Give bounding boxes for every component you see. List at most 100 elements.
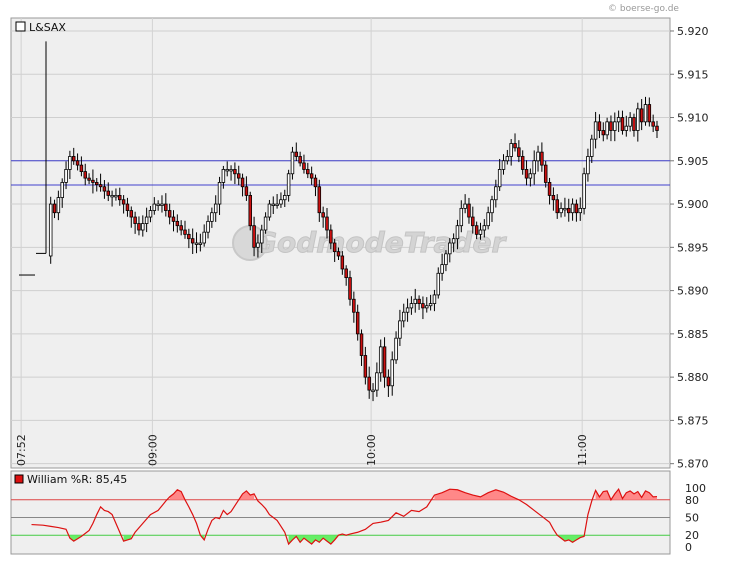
- candle-body: [497, 169, 502, 188]
- candle-body: [68, 156, 72, 170]
- oversold-fill: [123, 535, 132, 542]
- candle-body: [87, 177, 91, 181]
- oversold-fill: [557, 535, 585, 543]
- candle-body: [121, 199, 126, 205]
- candle-body: [609, 121, 613, 131]
- candle-body: [566, 207, 571, 214]
- candle-body: [240, 177, 245, 188]
- candle-body: [474, 225, 479, 235]
- legend-swatch-icon: [15, 21, 26, 32]
- candle-body: [478, 229, 483, 235]
- candle-body: [106, 190, 111, 196]
- candle-body: [586, 156, 590, 175]
- candle-body: [290, 151, 295, 175]
- candle-body: [283, 195, 287, 201]
- candle-body: [448, 242, 452, 255]
- candle-body: [91, 179, 95, 183]
- candle-body: [83, 171, 87, 179]
- candle-body: [286, 173, 291, 196]
- price-tick-label: 5.890: [677, 285, 709, 298]
- indicator-swatch-icon: [14, 474, 24, 484]
- candle-body: [590, 138, 594, 157]
- candle-body: [56, 197, 61, 214]
- candle-body: [187, 233, 191, 240]
- candle-body: [436, 272, 441, 296]
- candle-body: [279, 199, 283, 205]
- price-tick-label: 5.885: [677, 328, 709, 341]
- candle-body: [340, 255, 345, 270]
- candle-body: [217, 182, 222, 205]
- candle-body: [164, 203, 168, 211]
- candle-body: [309, 173, 314, 179]
- watermark-label: GodmodeTrader: [254, 226, 507, 259]
- main-legend-label: L&SAX: [29, 21, 66, 34]
- candle-body: [198, 242, 203, 245]
- candle-body: [137, 223, 141, 231]
- candle-body: [148, 210, 153, 218]
- candle-body: [528, 173, 533, 179]
- candle-body: [432, 294, 437, 304]
- candle-body: [647, 104, 652, 123]
- candle-body: [332, 242, 337, 253]
- overbought-fill: [238, 490, 255, 500]
- candle-body: [294, 151, 299, 157]
- candle-body: [125, 203, 130, 211]
- indicator-tick-label: 20: [685, 529, 699, 542]
- overbought-fill: [434, 489, 519, 500]
- indicator-tick-label: 50: [685, 512, 699, 525]
- candle-body: [501, 160, 506, 170]
- candle-body: [421, 303, 425, 309]
- candle-body: [543, 164, 548, 183]
- indicator-line: [31, 488, 658, 546]
- candle-body: [563, 207, 567, 211]
- main-legend: L&SAX: [15, 21, 66, 34]
- price-tick-label: 5.870: [677, 458, 709, 471]
- candlesticks: [19, 41, 659, 402]
- candle-body: [275, 203, 279, 206]
- candle-body: [233, 169, 237, 175]
- candle-body: [401, 311, 406, 322]
- candle-body: [167, 210, 172, 218]
- candle-body: [252, 225, 256, 248]
- candle-body: [559, 207, 563, 214]
- candle-body: [471, 216, 475, 227]
- horizontal-levels: [11, 160, 670, 186]
- candle-body: [398, 320, 402, 339]
- candle-body: [513, 143, 517, 149]
- main-plot-background: [10, 17, 671, 469]
- candle-body: [451, 238, 456, 244]
- candle-body: [206, 220, 210, 233]
- candle-body: [263, 216, 268, 231]
- candle-body: [643, 104, 648, 123]
- candle-body: [413, 298, 417, 304]
- candle-body: [520, 156, 525, 170]
- candle-body: [194, 242, 199, 245]
- candle-body: [210, 212, 214, 222]
- candle-body: [156, 203, 160, 206]
- candle-body: [95, 182, 99, 185]
- candle-body: [79, 164, 84, 173]
- time-tick-label: 10:00: [365, 434, 378, 466]
- indicator-legend: William %R: 85,45: [14, 473, 127, 486]
- candle-body: [221, 169, 226, 183]
- overbought-fill: [595, 489, 657, 500]
- candle-body: [444, 253, 448, 266]
- time-tick-label: 07:52: [15, 434, 28, 466]
- candle-body: [632, 117, 636, 131]
- candle-body: [352, 298, 356, 313]
- candle-body: [394, 337, 398, 361]
- candle-body: [386, 376, 391, 387]
- price-tick-label: 5.875: [677, 414, 709, 427]
- candle-body: [405, 307, 410, 313]
- candle-body: [532, 160, 536, 175]
- candle-body: [613, 121, 617, 131]
- candle-body: [298, 156, 302, 164]
- candle-body: [605, 121, 609, 136]
- indicator-tick-label: 80: [685, 494, 699, 507]
- time-tick-label: 11:00: [576, 434, 589, 466]
- candle-body: [71, 156, 76, 162]
- indicator-fills: [69, 489, 657, 545]
- candle-body: [574, 203, 579, 214]
- indicator-tick-label: 0: [685, 541, 692, 554]
- candle-body: [547, 182, 552, 196]
